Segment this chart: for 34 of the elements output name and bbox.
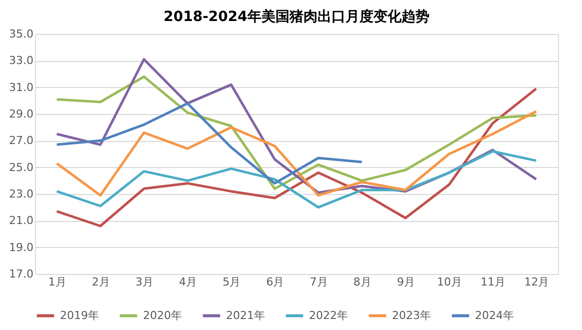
legend-label: 2021年 [226, 308, 265, 322]
x-tick-label: 12月 [524, 276, 550, 288]
x-tick-label: 2月 [92, 276, 110, 288]
y-tick-label: 23.0 [9, 188, 34, 200]
x-tick-label: 9月 [396, 276, 415, 288]
x-tick-label: 5月 [222, 276, 241, 288]
y-tick-label: 33.0 [9, 54, 34, 68]
y-tick-label: 25.0 [9, 160, 34, 174]
x-tick-label: 7月 [310, 276, 328, 288]
x-tick-label: 8月 [353, 276, 372, 288]
legend-label: 2022年 [309, 308, 348, 322]
x-tick-label: 11月 [480, 276, 506, 288]
y-tick-label: 31.0 [9, 80, 34, 94]
line-series [56, 75, 538, 190]
chart-title: 2018-2024年美国猪肉出口月度变化趋势 [164, 8, 430, 25]
line-series [56, 87, 538, 228]
y-tick-label: 17.0 [9, 268, 34, 280]
line-series [56, 150, 538, 209]
x-tick-label: 10月 [437, 276, 462, 288]
y-tick-label: 35.0 [9, 28, 34, 40]
x-tick-label: 1月 [48, 276, 66, 288]
legend-label: 2020年 [143, 308, 182, 322]
x-tick-label: 6月 [266, 276, 284, 288]
y-tick-label: 27.0 [9, 134, 34, 148]
legend-label: 2024年 [475, 308, 514, 322]
legend-label: 2019年 [60, 308, 99, 322]
y-tick-label: 19.0 [9, 240, 34, 254]
legend-label: 2023年 [392, 308, 431, 322]
x-tick-label: 3月 [135, 276, 154, 288]
y-tick-label: 21.0 [9, 214, 34, 228]
y-tick-label: 29.0 [9, 108, 34, 120]
line-series [56, 110, 538, 197]
line-series [56, 102, 364, 185]
x-tick-label: 4月 [179, 276, 198, 288]
